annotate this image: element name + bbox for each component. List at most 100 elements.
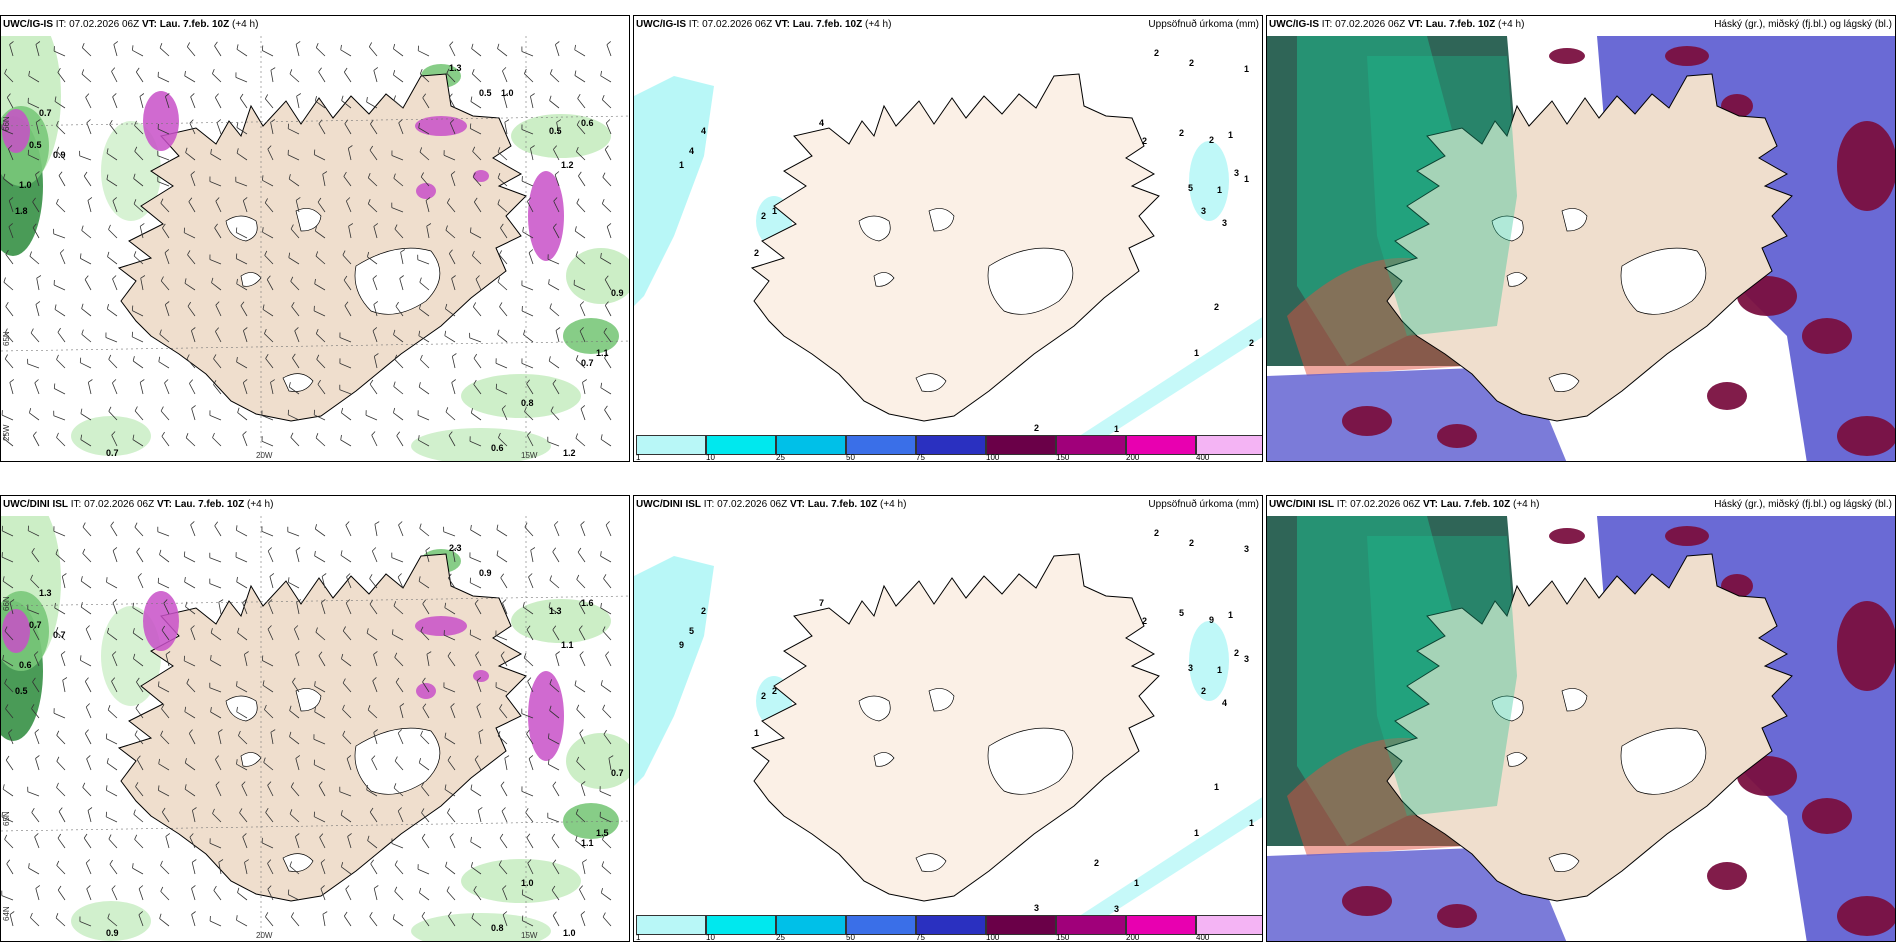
- wind-barb: [317, 197, 326, 213]
- wind-barb: [159, 549, 170, 563]
- wind-barb: [5, 704, 14, 719]
- axis-label: 20W: [256, 451, 273, 460]
- wind-barb: [391, 838, 404, 849]
- wind-barb: [27, 786, 40, 797]
- wind-barb: [395, 677, 404, 693]
- value-label: 2: [1201, 686, 1206, 696]
- wind-barb: [157, 526, 170, 537]
- wind-barb: [391, 202, 404, 213]
- wind-barb: [575, 251, 586, 265]
- wind-barb: [295, 651, 300, 667]
- wind-barb: [576, 574, 586, 589]
- wind-barb: [80, 253, 92, 265]
- wind-barb: [503, 93, 509, 109]
- wind-barb: [315, 433, 326, 447]
- wind-barb: [185, 601, 196, 615]
- value-label: 1.0: [563, 928, 576, 938]
- wind-barb: [417, 410, 430, 421]
- wind-barb: [470, 227, 482, 239]
- value-label: 2: [772, 686, 777, 696]
- wind-barb: [496, 550, 508, 563]
- wind-barb: [4, 328, 14, 343]
- wind-barb: [263, 757, 274, 771]
- wind-barb: [160, 730, 170, 745]
- wind-barb: [608, 755, 614, 771]
- wind-barb: [576, 198, 586, 213]
- wind-barb: [210, 655, 222, 667]
- wind-barb: [367, 173, 378, 187]
- wind-barb: [449, 41, 456, 57]
- wind-barb: [367, 199, 378, 213]
- panel-top-middle-precip: UWC/IG-IS IT: 07.02.2026 06Z VT: Lau. 7.…: [633, 15, 1263, 462]
- wind-barb: [236, 122, 248, 135]
- wind-barb: [236, 148, 248, 161]
- wind-barb: [289, 731, 300, 745]
- wind-barb: [417, 254, 430, 265]
- glacier-outline: [240, 272, 262, 287]
- wind-barb: [186, 42, 196, 57]
- wind-barb: [105, 811, 118, 823]
- wind-barb: [158, 681, 170, 693]
- wind-barb: [317, 379, 326, 395]
- wind-barb: [498, 432, 508, 447]
- precip-area: [1064, 797, 1262, 931]
- wind-barb: [313, 811, 326, 823]
- wind-barb: [136, 755, 144, 771]
- value-label: 0.7: [611, 768, 624, 778]
- wind-barb: [31, 807, 40, 823]
- colorbar-tick-label: 10: [706, 933, 715, 942]
- wind-barb: [530, 547, 536, 563]
- wind-barb: [314, 550, 326, 563]
- wind-barb: [600, 551, 612, 563]
- wind-barb: [521, 358, 534, 369]
- wind-barb: [236, 278, 248, 291]
- wind-barb: [449, 833, 456, 849]
- wind-barb: [266, 275, 274, 291]
- wind-barb: [29, 407, 40, 421]
- panel-header: UWC/DINI ISL IT: 07.02.2026 06Z VT: Lau.…: [1269, 499, 1540, 510]
- wind-barb: [135, 67, 144, 83]
- wind-barb: [444, 732, 456, 745]
- wind-map: 0.70.50.91.01.80.51.30.50.61.20.91.10.70…: [1, 36, 629, 461]
- wind-barb: [500, 781, 508, 797]
- value-label: 1: [1217, 665, 1222, 675]
- wind-barb: [318, 651, 326, 667]
- wind-barb: [53, 228, 66, 239]
- wind-barb: [553, 145, 560, 161]
- wind-barb: [501, 807, 508, 823]
- wind-barb: [420, 354, 430, 369]
- wind-barb: [345, 885, 352, 901]
- glacier-outline: [1561, 688, 1588, 712]
- wind-barb: [31, 547, 40, 563]
- value-label: 1.3: [549, 606, 562, 616]
- colorbar-swatch: [706, 435, 776, 455]
- wind-barb: [164, 249, 170, 265]
- wind-barb: [84, 677, 92, 693]
- wind-barb: [108, 834, 118, 849]
- wind-speed-area: [461, 859, 581, 903]
- wind-barb: [443, 682, 456, 693]
- wind-barb: [391, 150, 404, 161]
- wind-barb: [497, 147, 508, 161]
- wind-barb: [314, 278, 326, 291]
- wind-barb: [134, 406, 144, 421]
- wind-barb: [578, 599, 586, 615]
- wind-barb: [469, 629, 482, 641]
- wind-barb: [605, 521, 612, 537]
- wind-barb: [582, 859, 587, 875]
- glacier-outline: [1491, 215, 1524, 242]
- wind-barb: [373, 729, 378, 745]
- wind-barb: [5, 249, 14, 265]
- wind-barb: [209, 682, 222, 693]
- wind-barb: [366, 97, 378, 109]
- colorbar-swatch: [776, 915, 846, 935]
- wind-barb: [212, 432, 222, 447]
- wind-barb: [217, 729, 223, 745]
- wind-barb: [30, 912, 40, 927]
- wind-barb: [398, 119, 404, 135]
- wind-barb: [158, 758, 170, 771]
- wind-barb: [138, 911, 144, 927]
- wind-barb: [343, 171, 352, 187]
- wind-barb: [547, 812, 560, 823]
- wind-barb: [315, 42, 326, 57]
